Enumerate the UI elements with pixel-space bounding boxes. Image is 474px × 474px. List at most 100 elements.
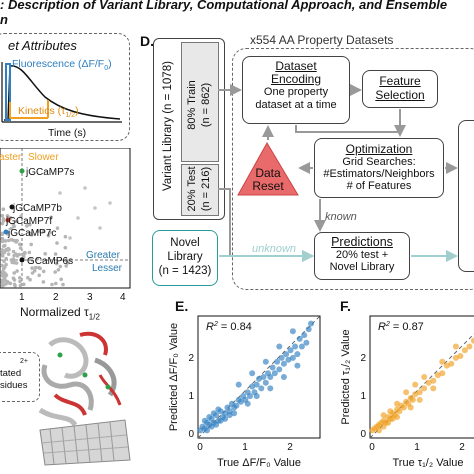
scatter-e-xtick-2: 2 (287, 442, 293, 453)
normalized-tau-label: Normalized τ1/2 (20, 305, 100, 321)
scatter-e-point-66 (244, 400, 251, 407)
variant-point-76 (1, 244, 6, 248)
scatter-e-points (197, 320, 314, 434)
scatter-f-point-36 (385, 419, 392, 426)
scatter-e-point-45 (298, 343, 305, 350)
arrow-encoding-to-optimization (295, 125, 400, 133)
xtick-1: 1 (19, 292, 25, 303)
variant-point-138 (64, 264, 68, 268)
fluorescence-label: Fluorescence (ΔF/F0) (12, 58, 112, 72)
variant-point-102 (64, 258, 68, 263)
scatter-f-xlabel: True τ₁/₂ Value (392, 457, 463, 469)
variant-point-37 (50, 282, 54, 287)
variant-point-108 (46, 233, 51, 238)
predictions-title: Predictions (331, 235, 393, 249)
scatter-e-point-28 (260, 374, 267, 380)
variant-point-55 (3, 276, 7, 280)
variant-point-92 (27, 250, 32, 255)
variant-point-109 (6, 252, 11, 256)
variant-point-47 (0, 283, 5, 288)
variant-point-61 (4, 256, 8, 261)
train-split-box (181, 42, 219, 162)
datasets-title: x554 AA Property Datasets (250, 33, 394, 47)
known-label: known (325, 211, 357, 223)
variant-point-35 (36, 229, 41, 233)
variant-point-113 (9, 258, 14, 262)
novel-library-line1: Novel Library (167, 237, 203, 263)
protein-structure-image (38, 331, 131, 466)
scatter-e-point-23 (249, 383, 256, 390)
scatter-e-point-40 (287, 347, 294, 354)
dataset-encoding-title2: Encoding (270, 72, 322, 86)
variant-point-100 (2, 259, 6, 263)
scatter-e-point-26 (256, 375, 262, 382)
variant-point-91 (66, 261, 70, 265)
variant-point-103 (0, 250, 4, 255)
scatter-e-point-55 (231, 410, 238, 417)
fluorescence-curve (4, 65, 121, 121)
variant-point-83 (56, 268, 61, 272)
feature-selection-title1: Feature (379, 74, 421, 88)
scatter-e-point-62 (276, 343, 283, 350)
variant-point-81 (0, 279, 5, 283)
trace-xlabel: Time (s) (48, 127, 86, 139)
fluorescence-trace-plot: Fluorescence (ΔF/F0) Kinetics (τ1/2) Tim… (1, 58, 122, 139)
variant-point-56 (1, 217, 6, 221)
variant-point-137 (1, 269, 5, 274)
variant-point-38 (59, 277, 63, 282)
variant-outlier-0 (83, 186, 87, 190)
scatter-e-ytick-1: 1 (188, 391, 194, 402)
variant-point-88 (18, 283, 23, 288)
gcamp6s-point (19, 257, 25, 263)
scatter-e-point-41 (289, 354, 296, 361)
scatter-e-point-47 (303, 339, 310, 346)
variant-point-67 (9, 226, 14, 231)
variant-point-29 (30, 266, 34, 270)
scatter-f-ylabel: Predicted τ₁/₂ Value (340, 329, 352, 424)
variant-point-97 (13, 283, 17, 288)
variant-point-93 (37, 273, 41, 278)
scatter-e-point-56 (201, 417, 208, 424)
variant-point-117 (55, 226, 60, 230)
scatter-f-point-32 (470, 337, 474, 344)
variant-point-126 (54, 281, 58, 286)
scatter-e-point-11 (222, 410, 229, 417)
slower-label: Slower (28, 152, 59, 163)
scatter-f-point-49 (452, 343, 459, 350)
attributes-heading: et Attributes (6, 38, 79, 53)
predictions-box: Predictions 20% test + Novel Library (314, 232, 410, 280)
scatter-e-point-64 (308, 320, 314, 327)
variant-outlier-2 (108, 201, 112, 205)
feature-selection-title2: Selection (375, 88, 425, 102)
normalized-tau-text: Normalized τ (20, 305, 89, 319)
variant-point-89 (26, 275, 30, 280)
kinetics-label: Kinetics (τ1/2) (18, 105, 79, 119)
scatter-f-point-38 (394, 414, 401, 420)
scatter-e-xlabel: True ΔF/F₀ Value (217, 457, 301, 469)
variant-point-123 (6, 238, 11, 243)
ensemble-box-partial (458, 120, 474, 272)
scatter-e-point-59 (215, 406, 222, 413)
variant-point-75 (0, 221, 5, 226)
variant-point-39 (37, 265, 41, 270)
predictions-line2: Novel Library (329, 261, 395, 273)
optimization-line1: Grid Searches: (342, 156, 416, 168)
variant-point-58 (18, 276, 22, 280)
scatter-e-ytick-0: 0 (188, 429, 194, 440)
variant-point-129 (0, 236, 5, 241)
variant-point-87 (41, 280, 46, 284)
variant-point-95 (53, 270, 57, 274)
fluorescence-bracket (5, 63, 11, 121)
scatter-f-r2: R2 = 0.87 (378, 321, 424, 333)
variant-point-116 (12, 260, 17, 265)
scatter-f-point-45 (407, 404, 414, 411)
xtick-3: 3 (87, 292, 93, 303)
scatter-f-point-41 (394, 400, 401, 407)
jgcamp7s-label: jGCaMP7s (25, 167, 74, 178)
novel-library-box: Novel Library (n = 1423) (152, 230, 218, 286)
jgcamp7c-label: jGCaMP7c (7, 228, 56, 239)
scatter-e-point-43 (294, 351, 301, 358)
scatter-e-point-60 (249, 370, 256, 377)
scatter-f-point-44 (421, 374, 428, 380)
variant-point-90 (11, 222, 16, 227)
